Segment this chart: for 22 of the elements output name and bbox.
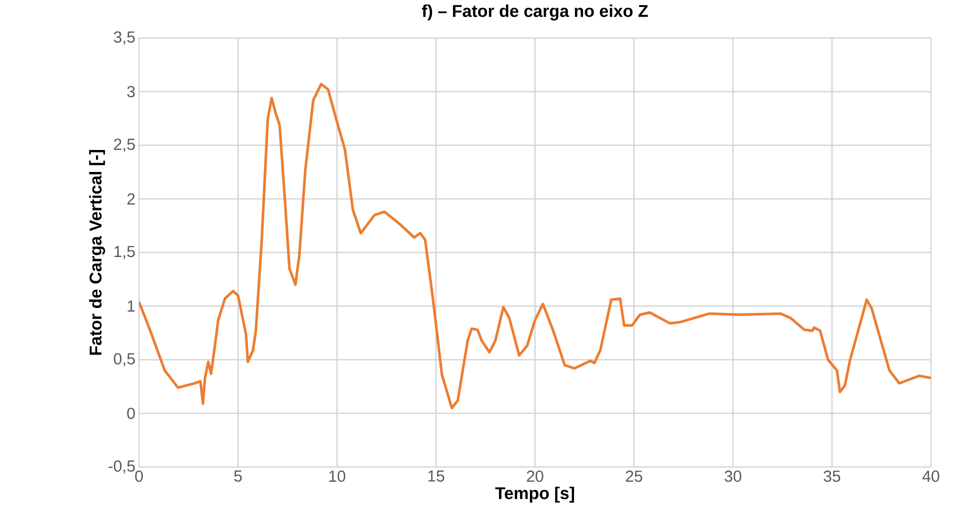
x-tick-label: 0 <box>135 470 143 482</box>
y-tick-label: 1,5 <box>114 246 135 260</box>
y-tick-label: 2 <box>127 193 135 204</box>
x-tick-label: 35 <box>824 470 840 482</box>
y-tick-label: -0,5 <box>108 460 135 474</box>
y-tick-label: 2,5 <box>114 138 135 152</box>
x-tick-label: 20 <box>526 470 544 482</box>
chart-title: f) – Fator de carga no eixo Z <box>422 4 648 20</box>
y-tick-label: 0,5 <box>114 353 135 366</box>
x-tick-label: 10 <box>329 470 346 482</box>
y-tick-label: 0 <box>127 408 135 420</box>
y-tick-label: 3 <box>127 86 135 98</box>
y-tick-label: 3,5 <box>114 31 135 45</box>
x-axis-title: Tempo [s] <box>495 486 574 503</box>
x-tick-label: 15 <box>428 470 444 482</box>
y-axis-title: Fator de Carga Vertical [-] <box>89 150 106 355</box>
line-series <box>139 82 932 410</box>
x-tick-label: 25 <box>626 470 642 482</box>
x-tick-label: 5 <box>234 470 242 482</box>
y-tick-label: 1 <box>128 300 135 312</box>
x-tick-label: 30 <box>724 470 742 482</box>
x-tick-label: 40 <box>922 470 940 482</box>
